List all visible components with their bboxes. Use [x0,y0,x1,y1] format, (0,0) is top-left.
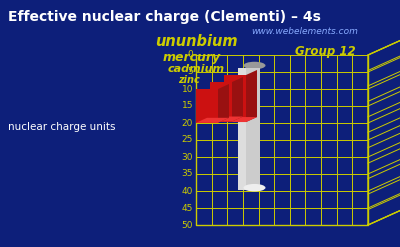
Polygon shape [246,70,257,122]
Text: 0: 0 [187,50,193,60]
Polygon shape [210,82,232,122]
Text: 30: 30 [182,152,193,162]
Text: 35: 35 [182,169,193,179]
Polygon shape [368,30,400,225]
Text: Group 12: Group 12 [295,45,355,59]
Text: 45: 45 [182,204,193,212]
Text: ununbium: ununbium [155,35,238,49]
Text: cadmium: cadmium [168,64,225,74]
Polygon shape [196,55,368,225]
Text: Effective nuclear charge (Clementi) – 4s: Effective nuclear charge (Clementi) – 4s [8,10,321,24]
Text: zinc: zinc [178,75,200,85]
Text: 25: 25 [182,136,193,144]
Polygon shape [210,117,243,122]
Polygon shape [232,77,243,122]
Ellipse shape [244,184,266,191]
Polygon shape [224,75,246,122]
Polygon shape [224,117,257,122]
Polygon shape [218,84,229,123]
Text: 5: 5 [187,67,193,77]
Text: 40: 40 [182,186,193,195]
Polygon shape [238,68,260,190]
Text: 15: 15 [182,102,193,110]
Polygon shape [238,68,246,190]
Text: nuclear charge units: nuclear charge units [8,122,116,132]
Text: 20: 20 [182,119,193,127]
Polygon shape [196,89,218,123]
Text: 50: 50 [182,221,193,229]
Polygon shape [196,118,229,123]
Text: 10: 10 [182,84,193,94]
Ellipse shape [244,62,266,69]
Text: www.webelements.com: www.webelements.com [252,27,358,37]
Text: mercury: mercury [163,50,221,63]
